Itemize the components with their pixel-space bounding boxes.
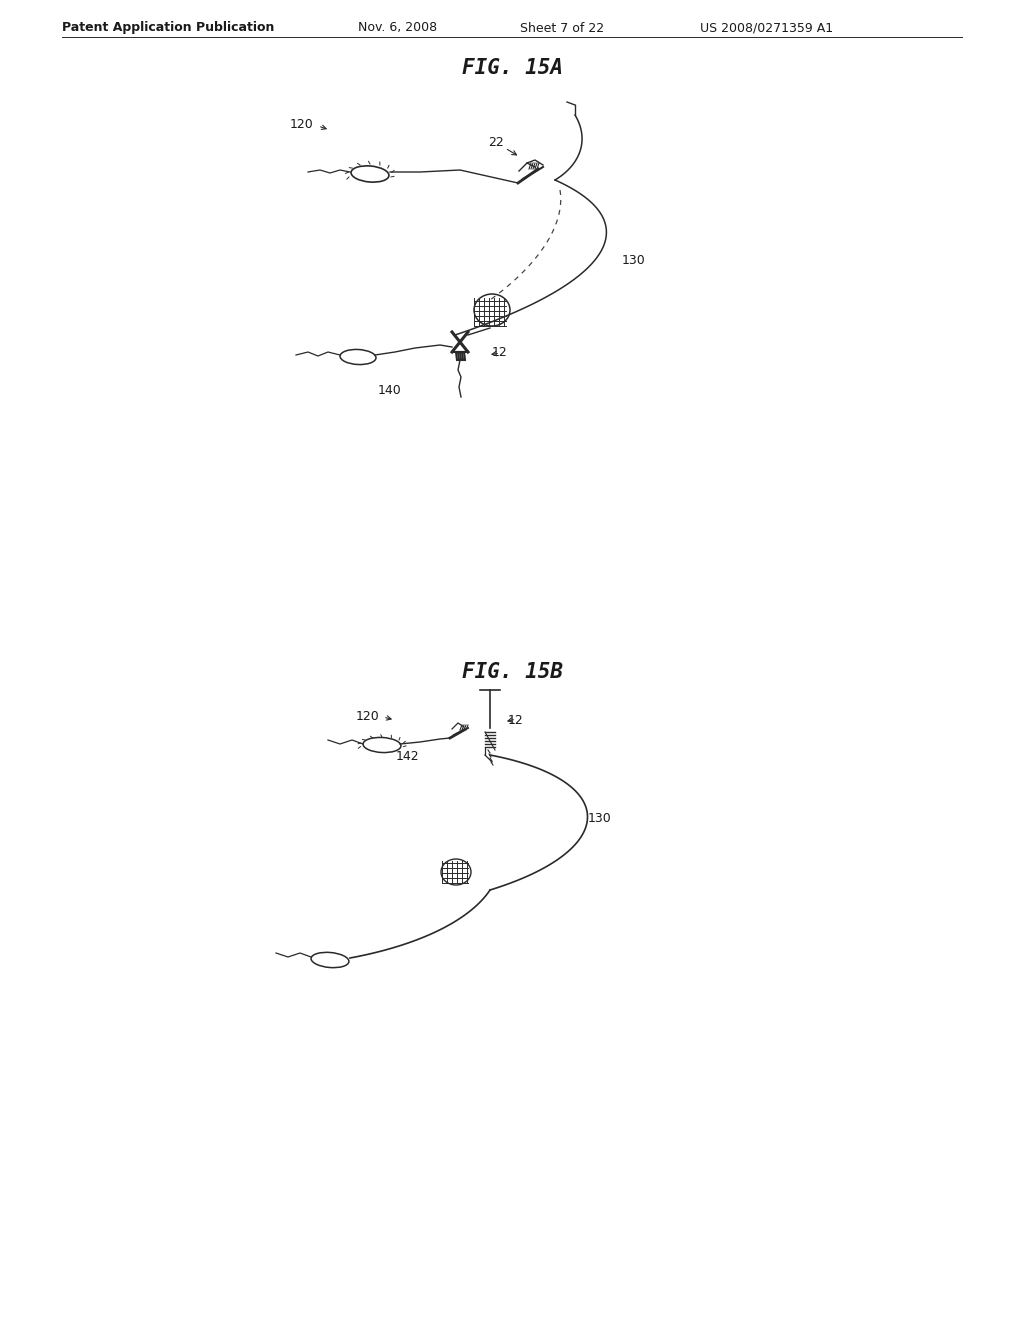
Text: FIG. 15A: FIG. 15A xyxy=(462,58,562,78)
Text: Patent Application Publication: Patent Application Publication xyxy=(62,21,274,34)
Text: 140: 140 xyxy=(378,384,401,396)
Text: 142: 142 xyxy=(396,751,420,763)
Text: 22: 22 xyxy=(488,136,504,149)
Text: US 2008/0271359 A1: US 2008/0271359 A1 xyxy=(700,21,834,34)
Text: Sheet 7 of 22: Sheet 7 of 22 xyxy=(520,21,604,34)
Text: 120: 120 xyxy=(290,119,313,132)
Text: 120: 120 xyxy=(356,710,380,722)
Text: 12: 12 xyxy=(492,346,508,359)
Text: 130: 130 xyxy=(588,812,611,825)
Text: 130: 130 xyxy=(622,253,646,267)
Text: 12: 12 xyxy=(508,714,523,726)
Text: Nov. 6, 2008: Nov. 6, 2008 xyxy=(358,21,437,34)
Text: FIG. 15B: FIG. 15B xyxy=(462,663,562,682)
